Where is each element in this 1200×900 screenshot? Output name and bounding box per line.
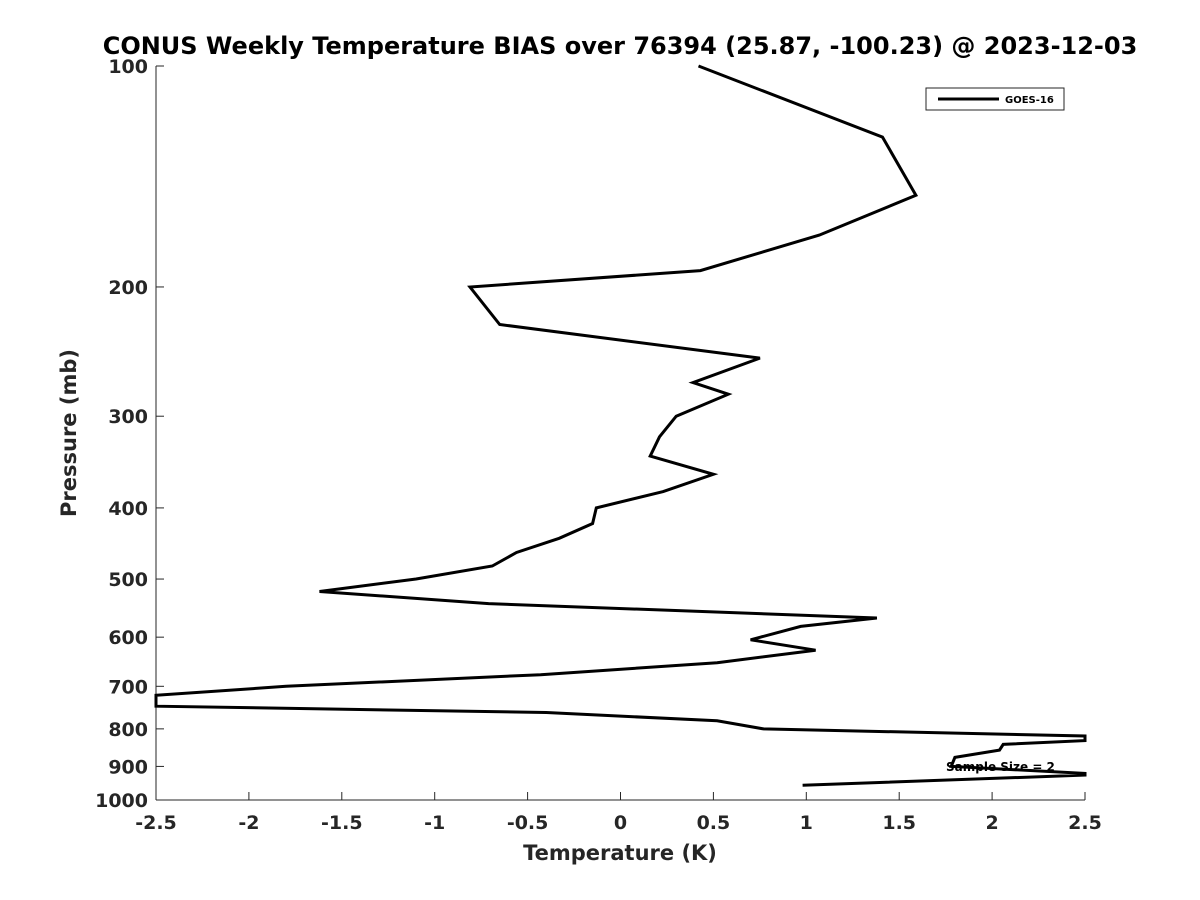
x-tick-label: -0.5 xyxy=(507,812,549,834)
x-tick-label: 2.5 xyxy=(1068,812,1102,834)
plot-area xyxy=(154,64,1087,787)
y-tick-label: 600 xyxy=(108,627,148,649)
y-tick-label: 700 xyxy=(108,676,148,698)
series-line-goes-16 xyxy=(154,64,1087,787)
chart-title: CONUS Weekly Temperature BIAS over 76394… xyxy=(103,32,1138,60)
x-tick-label: -2 xyxy=(238,812,259,834)
y-tick-label: 100 xyxy=(108,56,148,78)
x-tick-label: -1.5 xyxy=(321,812,363,834)
sample-size-annotation: Sample Size = 2 xyxy=(946,760,1055,774)
x-tick-label: 0.5 xyxy=(697,812,731,834)
y-axis-label: Pressure (mb) xyxy=(57,349,81,517)
x-axis-label: Temperature (K) xyxy=(523,841,717,865)
x-tick-label: 0 xyxy=(614,812,627,834)
y-tick-label: 200 xyxy=(108,277,148,299)
x-tick-label: -1 xyxy=(424,812,445,834)
x-tick-label: 1.5 xyxy=(882,812,916,834)
x-tick-label: 2 xyxy=(985,812,998,834)
y-tick-label: 900 xyxy=(108,756,148,778)
legend[interactable]: GOES-16 xyxy=(925,87,1065,111)
y-tick-label: 800 xyxy=(108,719,148,741)
x-ticks: -2.5 -2 -1.5 -1 -0.5 0 0.5 1 1.5 2 2.5 xyxy=(135,792,1102,834)
y-tick-label: 1000 xyxy=(95,790,148,812)
legend-label-goes-16: GOES-16 xyxy=(1005,95,1054,106)
x-tick-label: -2.5 xyxy=(135,812,177,834)
y-tick-label: 500 xyxy=(108,569,148,591)
x-tick-label: 1 xyxy=(800,812,813,834)
y-ticks: 100 200 300 400 500 600 700 800 900 1000 xyxy=(95,56,164,812)
y-tick-label: 400 xyxy=(108,498,148,520)
y-tick-label: 300 xyxy=(108,406,148,428)
